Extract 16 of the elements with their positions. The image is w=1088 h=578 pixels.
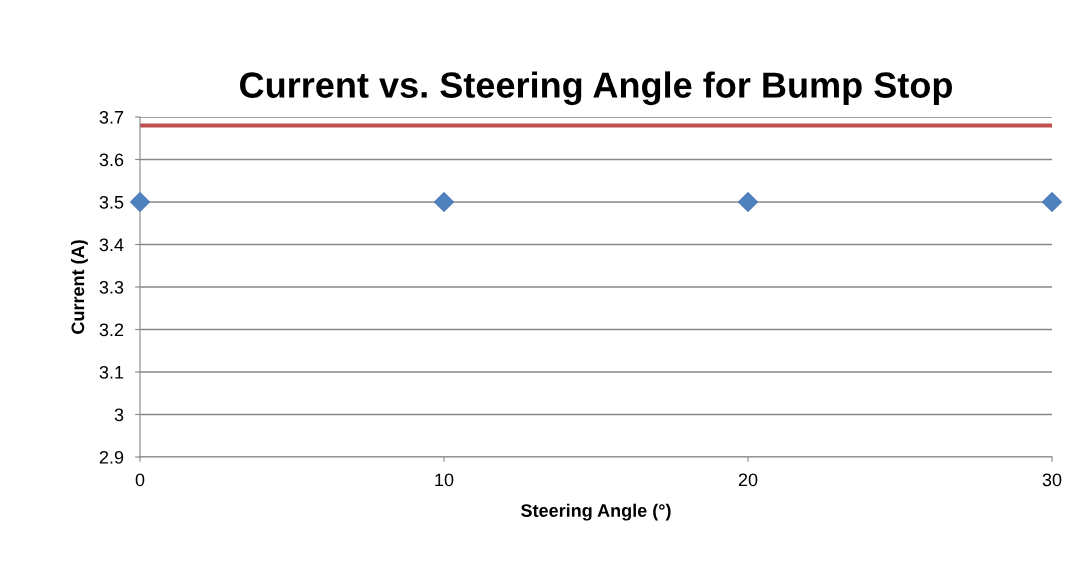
- chart-title: Current vs. Steering Angle for Bump Stop: [240, 71, 952, 106]
- y-tick-label: 3.4: [99, 238, 124, 252]
- x-tick-label: 30: [1042, 473, 1062, 487]
- y-tick-label: 2.9: [99, 450, 124, 464]
- y-tick-label: 3: [114, 408, 124, 422]
- y-tick-label: 3.6: [99, 153, 124, 167]
- x-tick-label: 10: [435, 473, 454, 487]
- y-tick-label: 3.5: [99, 195, 124, 209]
- y-tick-label: 3.2: [99, 323, 124, 337]
- y-tick-label: 3.3: [99, 280, 124, 294]
- y-axis-title: Current (A): [70, 240, 88, 334]
- x-tick-label: 20: [738, 473, 758, 487]
- x-axis-title: Steering Angle (°): [521, 503, 671, 521]
- x-tick-label: 0: [135, 473, 145, 487]
- y-tick-label: 3.7: [99, 110, 124, 124]
- y-tick-label: 3.1: [99, 365, 124, 379]
